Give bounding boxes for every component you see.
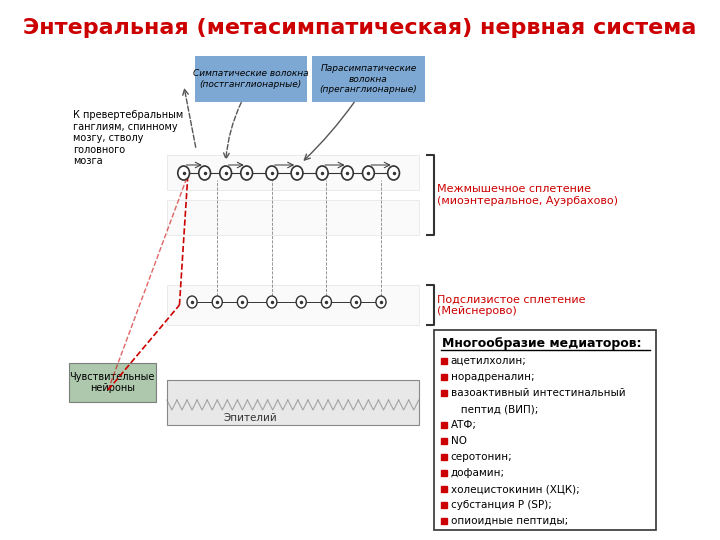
Text: опиоидные пептиды;: опиоидные пептиды; xyxy=(451,516,568,526)
Circle shape xyxy=(240,166,253,180)
Circle shape xyxy=(376,296,386,308)
Text: ацетилхолин;: ацетилхолин; xyxy=(451,356,526,366)
Text: Межмышечное сплетение
(миоэнтеральное, Ауэрбахово): Межмышечное сплетение (миоэнтеральное, А… xyxy=(437,184,618,206)
Text: АТФ;: АТФ; xyxy=(451,420,477,430)
Text: Парасимпатические
волокна
(преганглионарные): Парасимпатические волокна (преганглионар… xyxy=(320,64,418,94)
Circle shape xyxy=(238,296,248,308)
FancyBboxPatch shape xyxy=(194,56,307,102)
FancyBboxPatch shape xyxy=(68,363,156,402)
Text: субстанция P (SP);: субстанция P (SP); xyxy=(451,500,552,510)
Text: NO: NO xyxy=(451,436,467,446)
Bar xyxy=(167,380,419,425)
Text: вазоактивный интестинальный: вазоактивный интестинальный xyxy=(451,388,625,398)
Text: Многообразие медиаторов:: Многообразие медиаторов: xyxy=(442,338,642,350)
Text: пептид (ВИП);: пептид (ВИП); xyxy=(451,404,538,414)
Circle shape xyxy=(296,296,306,308)
Text: дофамин;: дофамин; xyxy=(451,468,505,478)
Text: серотонин;: серотонин; xyxy=(451,452,513,462)
Circle shape xyxy=(199,166,210,180)
Circle shape xyxy=(341,166,354,180)
Bar xyxy=(167,155,419,190)
Text: К превертебральным
ганглиям, спинному
мозгу, стволу
головного
мозга: К превертебральным ганглиям, спинному мо… xyxy=(73,110,183,166)
Circle shape xyxy=(266,166,278,180)
Circle shape xyxy=(387,166,400,180)
Circle shape xyxy=(178,166,189,180)
Text: норадреналин;: норадреналин; xyxy=(451,372,534,382)
Text: Энтеральная (метасимпатическая) нервная система: Энтеральная (метасимпатическая) нервная … xyxy=(23,18,697,38)
Circle shape xyxy=(220,166,232,180)
Circle shape xyxy=(291,166,303,180)
Circle shape xyxy=(212,296,222,308)
Circle shape xyxy=(351,296,361,308)
Bar xyxy=(167,200,419,235)
Text: Подслизистое сплетение
(Мейснерово): Подслизистое сплетение (Мейснерово) xyxy=(437,294,586,316)
Circle shape xyxy=(187,296,197,308)
Bar xyxy=(167,285,419,325)
FancyBboxPatch shape xyxy=(312,56,425,102)
Circle shape xyxy=(321,296,331,308)
Text: Чувствительные
нейроны: Чувствительные нейроны xyxy=(70,372,155,393)
Circle shape xyxy=(316,166,328,180)
Bar xyxy=(434,330,657,530)
Text: Симпатические волокна
(постганглионарные): Симпатические волокна (постганглионарные… xyxy=(193,69,309,89)
Circle shape xyxy=(362,166,374,180)
Text: Эпителий: Эпителий xyxy=(224,413,278,423)
Circle shape xyxy=(267,296,277,308)
Text: холецистокинин (ХЦК);: холецистокинин (ХЦК); xyxy=(451,484,580,494)
